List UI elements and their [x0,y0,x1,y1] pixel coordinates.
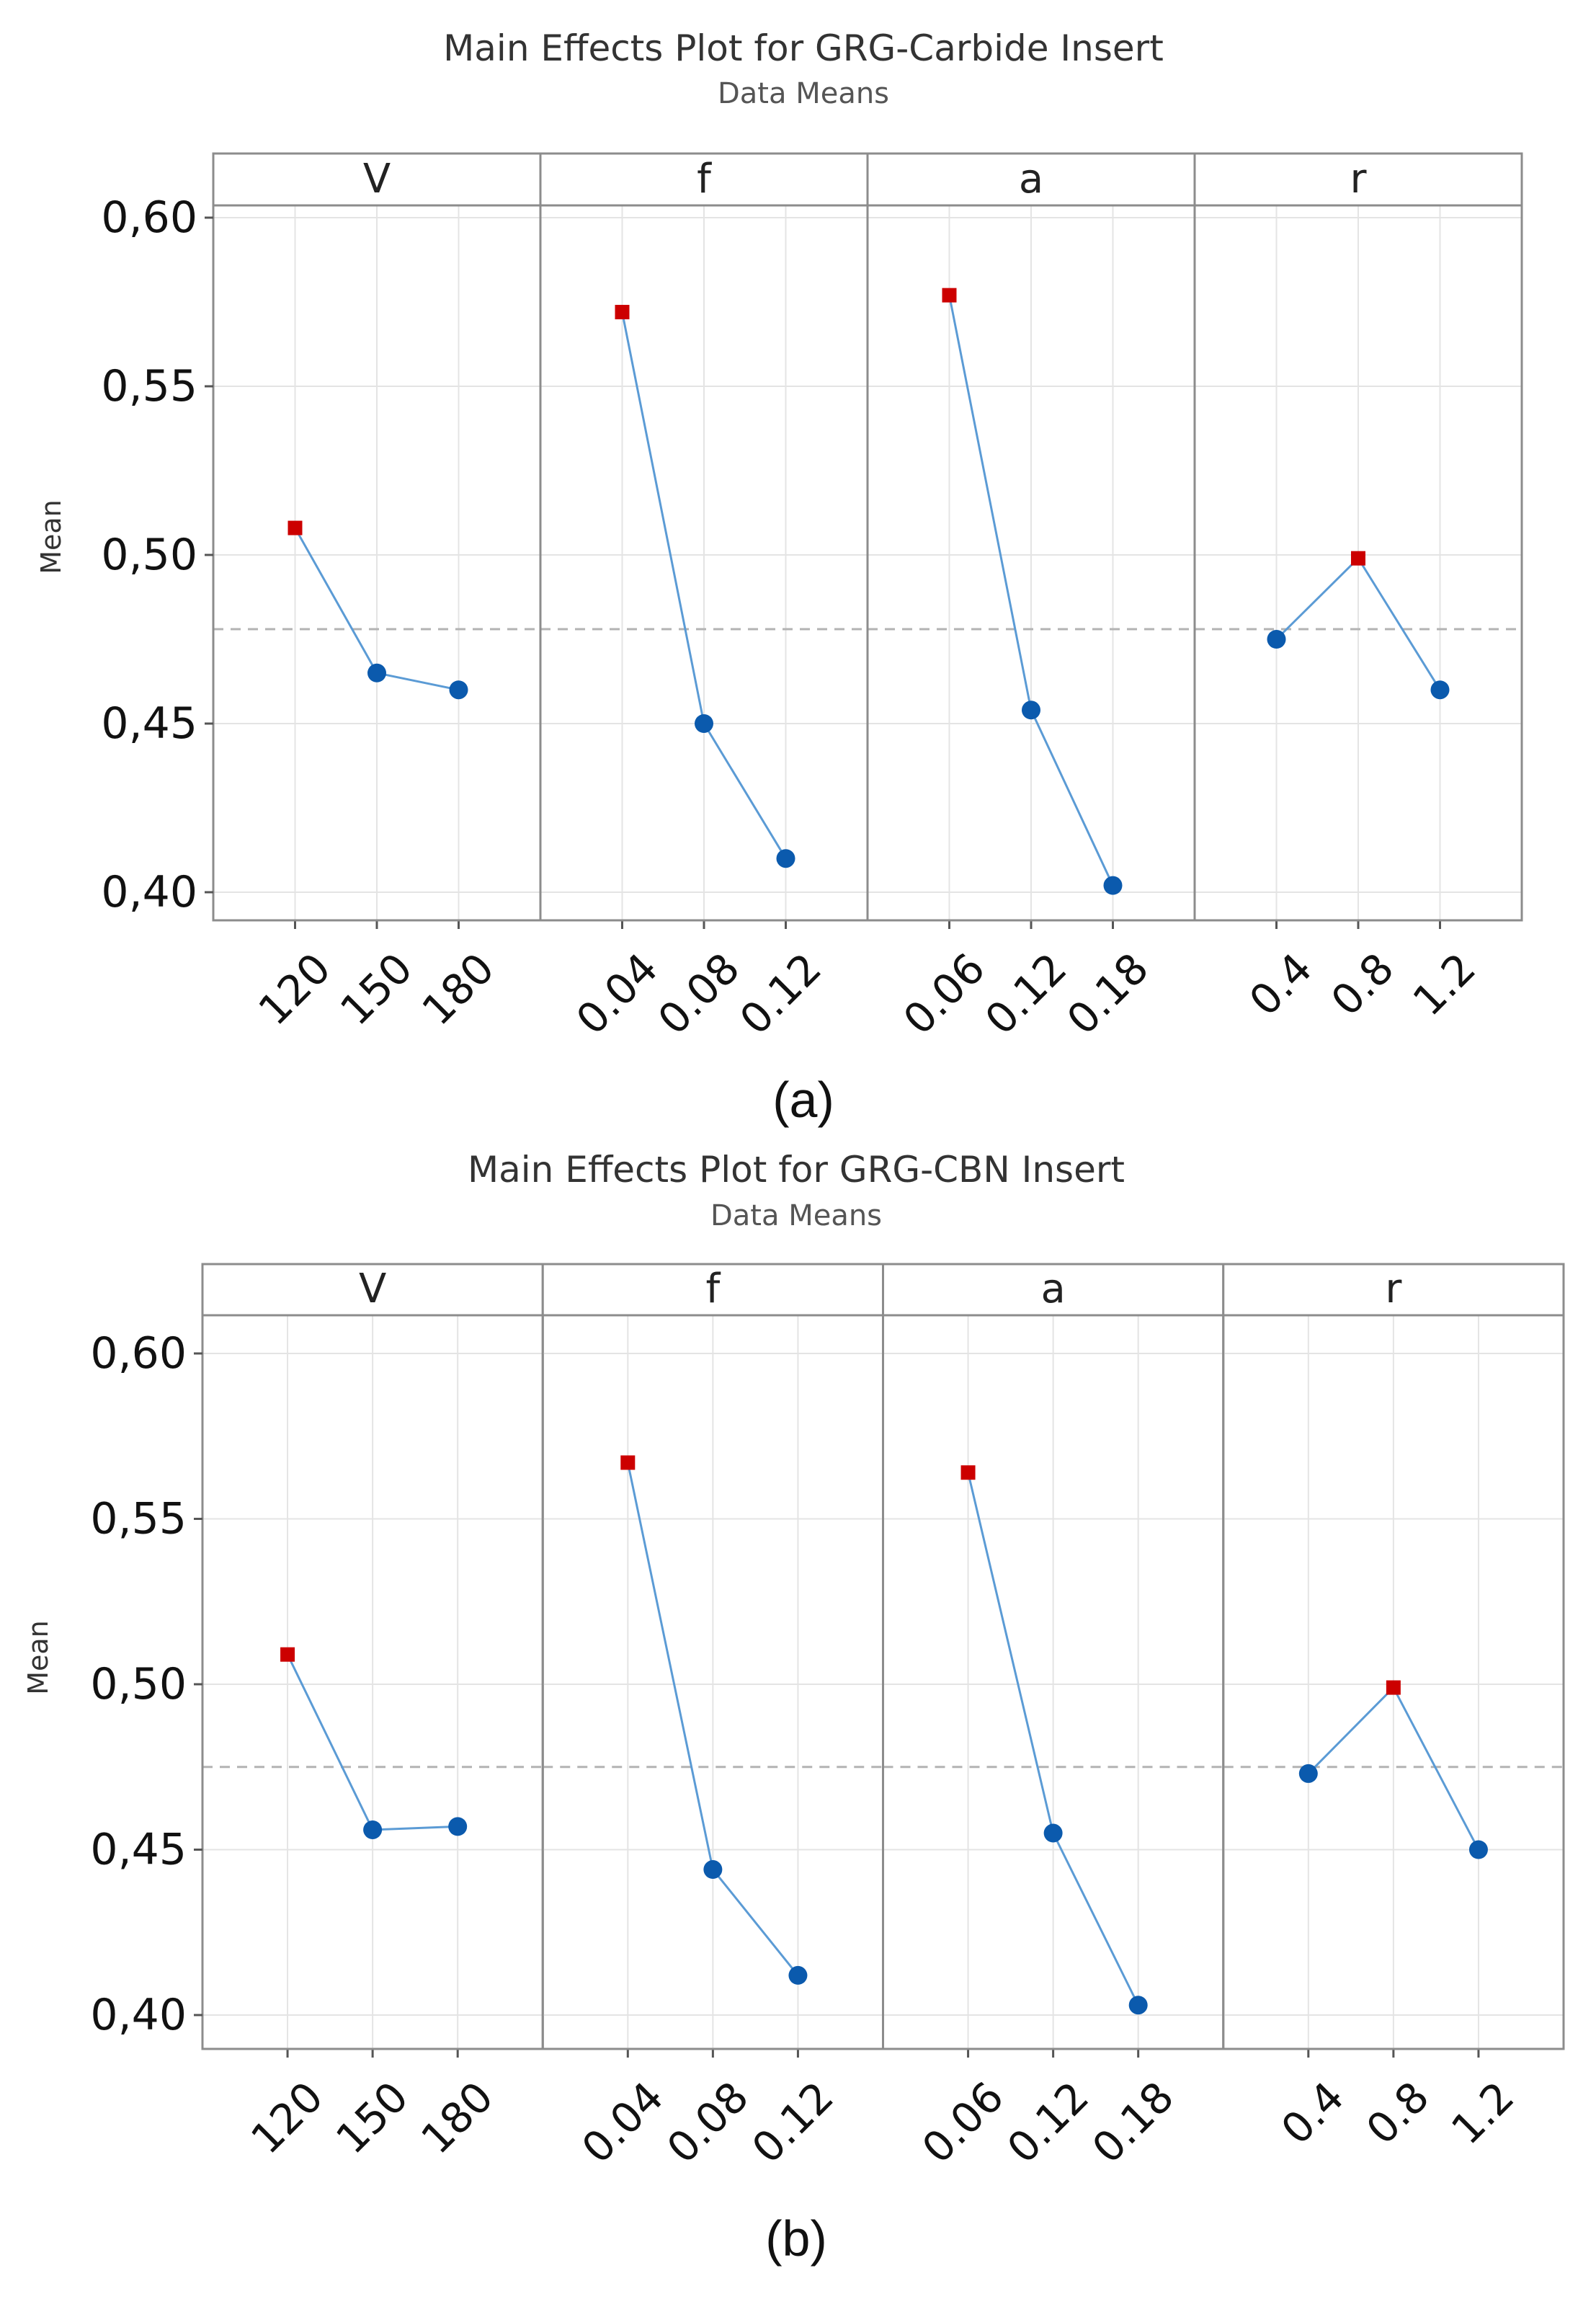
chart-a-data-point-a [1022,701,1040,720]
chart-b-panel-border-r [1222,1263,1565,2050]
chart-a-strip-V [213,154,540,205]
chart-a-data-point-V [367,663,386,682]
chart-b-x-tick-label: 180 [411,2072,502,2163]
chart-a-x-tick-label: 0.12 [731,943,831,1044]
chart-b-data-point-r [1468,1840,1488,1859]
chart-a-y-tick-label: 0,45 [101,698,197,749]
chart-b-x-tick-label: 0.12 [998,2072,1098,2172]
chart-b-data-point-r [1298,1764,1318,1783]
chart-a-x-tick-label: 0.8 [1321,943,1403,1025]
chart-a-max-point-V [287,520,303,535]
chart-a-max-point-r [1351,551,1365,566]
chart-b-max-point-a [960,1465,976,1480]
chart-b-x-tick-label: 120 [241,2072,332,2163]
chart-a-strip-label-a: a [1019,156,1043,203]
chart-a-x-tick-label: 0.4 [1240,943,1321,1025]
chart-b-x-tick-label: 150 [326,2072,417,2163]
chart-b-title: Main Effects Plot for GRG-CBN Insert [468,1149,1125,1191]
chart-b-y-tick-label: 0,45 [90,1825,187,1875]
chart-a-y-tick-label: 0,40 [101,867,197,917]
chart-a-data-point-V [449,680,468,700]
chart-a-x-tick-label: 0.06 [894,943,994,1044]
chart-b-panel-r: r 0.4 0.8 1.2 [1222,1263,1565,2154]
chart-a-x-tick-label: 120 [249,943,340,1034]
chart-a-strip-label-V: V [363,156,391,203]
chart-b-strip-V [202,1264,543,1315]
chart-b-x-tick-label: 0.18 [1083,2072,1183,2172]
chart-b-x-tick-label: 0.04 [572,2072,672,2172]
chart-b-max-point-r [1386,1680,1401,1695]
chart-b-data-point-a [1128,1996,1148,2015]
chart-a-max-point-a [942,288,957,303]
chart-a-panel-r: r 0.4 0.8 1.2 [1193,152,1523,1026]
chart-a-carbide: Main Effects Plot for GRG-Carbide Insert… [35,27,1523,1128]
chart-b-strip-label-r: r [1385,1266,1402,1312]
chart-b-y-tick-label: 0,55 [90,1494,187,1544]
chart-a-y-tick-label: 0,50 [101,530,197,580]
chart-b-y-ticks: 0,40 0,45 0,50 0,55 0,60 [90,1328,202,2040]
chart-a-x-tick-label: 0.04 [567,943,667,1044]
caption-a: (a) [772,1072,834,1128]
chart-a-x-tick-label: 1.2 [1404,943,1485,1025]
chart-b-data-point-f [788,1965,808,1985]
chart-a-data-point-r [1267,630,1286,649]
chart-b-x-tick-label: 1.2 [1442,2072,1523,2153]
chart-b-data-point-V [448,1817,468,1836]
chart-a-data-point-a [1103,876,1123,895]
chart-a-max-point-f [615,305,630,320]
chart-b-x-tick-label: 0.08 [657,2072,757,2172]
chart-b-y-tick-label: 0,40 [90,1990,187,2040]
chart-a-x-tick-label: 0.08 [648,943,749,1044]
chart-b-subtitle: Data Means [710,1199,882,1232]
chart-b-max-point-f [620,1455,636,1470]
chart-b-y-tick-label: 0,50 [90,1659,187,1709]
chart-b-strip-a [883,1264,1223,1315]
chart-a-data-point-f [776,849,795,868]
chart-b-panel-a: a 0.060.120.18 [882,1263,1225,2173]
chart-a-strip-label-r: r [1350,156,1367,203]
chart-a-title: Main Effects Plot for GRG-Carbide Insert [443,27,1164,69]
chart-a-x-tick-label: 180 [413,943,504,1034]
chart-a-strip-label-f: f [697,156,712,203]
chart-b-y-tick-label: 0,60 [90,1328,187,1379]
chart-a-data-point-f [695,714,713,733]
chart-a-y-tick-label: 0,60 [101,192,197,243]
chart-a-y-axis-label: Mean [35,499,67,574]
caption-b: (b) [765,2210,827,2267]
chart-a-x-tick-label: 150 [331,943,422,1034]
chart-a-panels: V120150180f0.040.080.12a0.060.120.18r0.4… [212,152,1523,1044]
chart-b-cbn: Main Effects Plot for GRG-CBN Insert Dat… [22,1149,1565,2267]
chart-a-panel-f: f 0.040.080.12 [539,152,869,1044]
chart-b-x-tick-label: 0.06 [913,2072,1013,2172]
chart-b-y-axis-label: Mean [22,1620,54,1695]
chart-a-panel-a: a 0.060.120.18 [866,152,1196,1044]
chart-a-subtitle: Data Means [718,77,889,110]
chart-a-y-tick-label: 0,55 [101,361,197,412]
chart-b-data-point-V [363,1820,383,1839]
chart-a-x-tick-label: 0.18 [1058,943,1158,1044]
chart-b-strip-f [543,1264,883,1315]
chart-a-data-point-r [1430,680,1450,700]
chart-b-x-tick-label: 0.8 [1357,2072,1438,2153]
chart-b-strip-label-V: V [359,1266,386,1312]
chart-a-strip-r [1195,154,1522,205]
chart-b-x-tick-label: 0.4 [1272,2072,1353,2153]
chart-b-x-tick-label: 0.12 [742,2072,842,2172]
chart-b-max-point-V [280,1647,295,1662]
chart-a-panel-border-r [1193,152,1523,922]
chart-b-strip-r [1223,1264,1564,1315]
chart-b-strip-label-a: a [1040,1266,1065,1312]
chart-b-panel-f: f 0.040.080.12 [541,1263,884,2173]
chart-b-strip-label-f: f [706,1266,721,1312]
chart-a-strip-f [540,154,868,205]
chart-a-y-ticks: 0,40 0,45 0,50 0,55 0,60 [101,192,213,917]
chart-a-strip-a [868,154,1195,205]
chart-a-x-tick-label: 0.12 [976,943,1076,1044]
chart-b-panels: V120150180f0.040.080.12a0.060.120.18r0.4… [201,1263,1565,2173]
chart-b-data-point-f [703,1860,723,1880]
chart-b-data-point-a [1043,1823,1063,1843]
